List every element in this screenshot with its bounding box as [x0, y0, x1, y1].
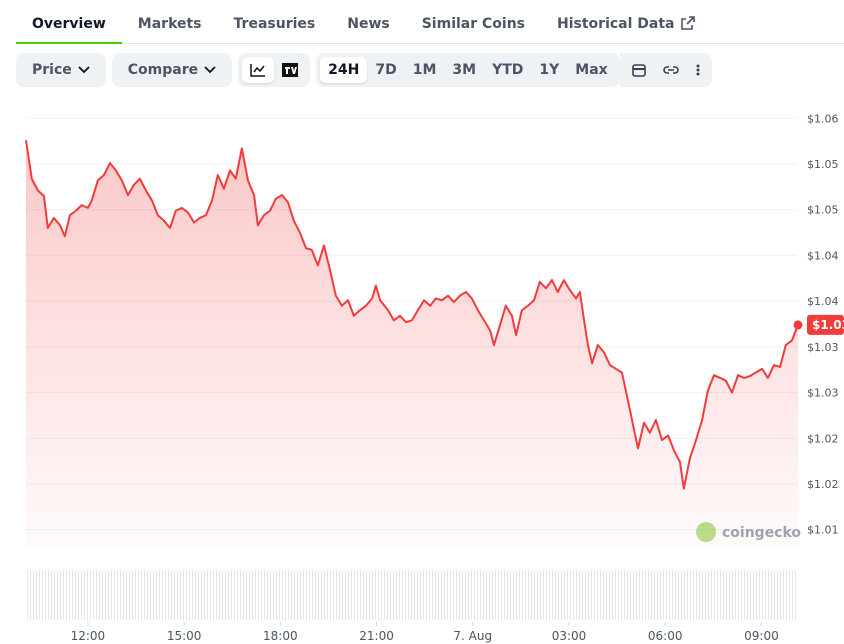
- tradingview-button[interactable]: [274, 57, 306, 83]
- last-point: [793, 320, 803, 330]
- range-button[interactable]: 3M: [452, 62, 477, 78]
- x-tick-label: 15:00: [167, 629, 202, 643]
- button: Compare: [116, 57, 228, 83]
- watermark: coingecko: [696, 522, 801, 542]
- y-tick-label: $1.02: [807, 478, 839, 491]
- range-button[interactable]: 1Y: [539, 62, 560, 78]
- calendar-icon: [631, 64, 646, 77]
- price-tag: [807, 314, 844, 335]
- button: Price: [20, 57, 102, 83]
- x-tick-label: 03:00: [552, 629, 587, 643]
- range-button[interactable]: 24H: [320, 57, 368, 83]
- x-tick-label: 21:00: [359, 629, 394, 643]
- line-icon: [250, 64, 266, 77]
- link-icon: [662, 66, 679, 74]
- tab[interactable]: Markets: [137, 16, 202, 32]
- tools-group: [619, 53, 712, 87]
- button-label: Compare: [127, 62, 199, 78]
- x-tick-label: 7. Aug: [453, 629, 492, 643]
- y-tick-label: $1.05: [807, 204, 839, 217]
- area: [26, 140, 798, 549]
- y-tick-label: $1.04: [807, 295, 839, 308]
- tab[interactable]: Similar Coins: [421, 16, 526, 32]
- tab-with-icon[interactable]: Historical Data: [541, 0, 711, 43]
- range-button[interactable]: YTD: [492, 62, 524, 78]
- compare-dropdown[interactable]: Compare: [111, 53, 233, 87]
- range-group: 24H 7D 1M 3M YTD 1Y Max: [316, 53, 620, 87]
- y-tick-label: $1.02: [807, 432, 839, 445]
- line-chart-button[interactable]: [242, 57, 275, 83]
- external-link-icon: [680, 16, 695, 30]
- toolbar: Price Compare 24H 7D 1M 3M YTD 1Y Max: [16, 53, 712, 87]
- price-line: [25, 140, 799, 490]
- more-button[interactable]: [688, 57, 708, 83]
- chevron: [78, 66, 90, 74]
- tv-icon: [282, 63, 299, 77]
- link-button[interactable]: [654, 57, 688, 83]
- y-tick-label: $1.06: [807, 112, 839, 125]
- price-tag-label: $1.03: [812, 318, 844, 332]
- volume-strip: [26, 570, 798, 620]
- x-tick-label: 06:00: [648, 629, 683, 643]
- button-label: Price: [32, 62, 72, 78]
- y-tick-label: $1.03: [807, 341, 839, 354]
- range-button[interactable]: 7D: [375, 62, 397, 78]
- x-tick-label: 12:00: [71, 629, 106, 643]
- watermark-text: coingecko: [722, 525, 801, 541]
- more-icon: [696, 64, 700, 76]
- x-tick-label: 18:00: [263, 629, 298, 643]
- x-tick-label: 09:00: [744, 629, 779, 643]
- tab-bar: Overview Markets Treasuries News Similar…: [16, 0, 844, 44]
- tab-label: Historical Data: [557, 16, 675, 32]
- calendar-button[interactable]: [624, 57, 654, 83]
- y-tick-label: $1.03: [807, 387, 839, 400]
- tab[interactable]: Overview: [16, 0, 122, 44]
- y-tick-label: $1.01: [807, 524, 839, 537]
- tab[interactable]: News: [347, 16, 390, 32]
- range-button[interactable]: Max: [575, 62, 608, 78]
- y-tick-label: $1.05: [807, 158, 839, 171]
- price-dropdown[interactable]: Price: [16, 53, 106, 87]
- range-button[interactable]: 1M: [412, 62, 437, 78]
- chevron: [204, 66, 216, 74]
- tab[interactable]: Treasuries: [233, 16, 316, 32]
- chart-style-group: [238, 53, 311, 87]
- y-tick-label: $1.04: [807, 249, 839, 262]
